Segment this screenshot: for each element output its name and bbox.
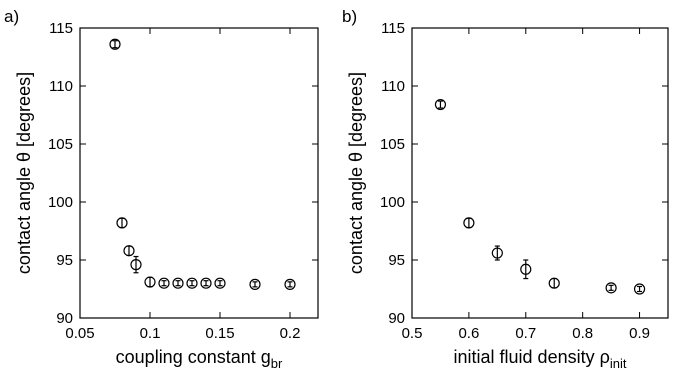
- data-point: [144, 276, 156, 288]
- x-tick-label: 0.1: [140, 325, 161, 342]
- y-tick-label: 90: [388, 310, 405, 327]
- y-tick-label: 115: [381, 20, 405, 37]
- x-tick-label: 0.7: [515, 325, 536, 342]
- data-point: [200, 277, 212, 289]
- y-tick-label: 115: [49, 20, 73, 37]
- data-point: [116, 217, 128, 229]
- x-tick-label: 0.15: [205, 325, 234, 342]
- y-tick-label: 105: [48, 136, 73, 153]
- data-point: [520, 259, 532, 280]
- panel-a-chart: a) 90 95 100 105 110 115 0.05 0.1 0.15 0.2 contact …: [4, 7, 319, 371]
- panel-label-b: b): [342, 7, 357, 26]
- point-marker: [605, 282, 617, 294]
- point-marker: [158, 277, 170, 289]
- x-tick-label: 0.6: [458, 325, 479, 342]
- data-point: [633, 283, 646, 295]
- point-marker: [172, 277, 184, 289]
- plot-frame-a: [79, 27, 319, 319]
- point-marker: [284, 278, 296, 290]
- x-axis-label-b: initial fluid density ρinit: [454, 347, 627, 371]
- data-point: [548, 277, 560, 289]
- y-axis-label-a: contact angle θ [degrees]: [14, 72, 34, 274]
- y-tick-label: 110: [381, 78, 405, 95]
- data-point: [109, 38, 121, 50]
- panel-b-chart: b) 90 95 100 105 110 115 0.5 0.6 0.7 0.8 0.9 contact…: [342, 7, 669, 371]
- x-tick-label: 0.2: [280, 325, 301, 342]
- y-tick-label: 95: [56, 252, 73, 269]
- y-tick-label: 110: [49, 78, 73, 95]
- data-point: [130, 255, 142, 274]
- point-marker: [249, 278, 261, 290]
- y-tick-label: 100: [380, 194, 405, 211]
- data-point: [491, 245, 503, 261]
- x-tick-label: 0.8: [572, 325, 593, 342]
- point-marker: [200, 277, 212, 289]
- data-point: [214, 277, 226, 289]
- y-tick-label: 90: [56, 310, 73, 327]
- data-point: [249, 278, 261, 290]
- x-axis-label-a: coupling constant gbr: [116, 347, 283, 371]
- x-tick-label: 0.05: [65, 325, 94, 342]
- data-point: [172, 277, 184, 289]
- x-tick-label: 0.5: [402, 325, 423, 342]
- y-tick-label: 105: [380, 136, 405, 153]
- data-point: [158, 277, 170, 289]
- point-marker: [633, 283, 646, 295]
- panel-label-a: a): [4, 7, 19, 26]
- x-tick-label: 0.9: [629, 325, 650, 342]
- point-marker: [186, 277, 198, 289]
- data-point: [463, 217, 475, 229]
- point-marker: [109, 38, 121, 50]
- y-tick-label: 100: [48, 194, 73, 211]
- data-point: [434, 98, 447, 111]
- point-marker: [214, 277, 226, 289]
- data-point: [186, 277, 198, 289]
- data-point: [123, 245, 135, 257]
- y-tick-label: 95: [388, 252, 405, 269]
- y-axis-label-b: contact angle θ [degrees]: [346, 72, 366, 274]
- point-marker: [434, 98, 447, 111]
- data-point: [284, 278, 296, 290]
- plot-frame-b: [411, 27, 669, 319]
- data-point: [605, 282, 617, 294]
